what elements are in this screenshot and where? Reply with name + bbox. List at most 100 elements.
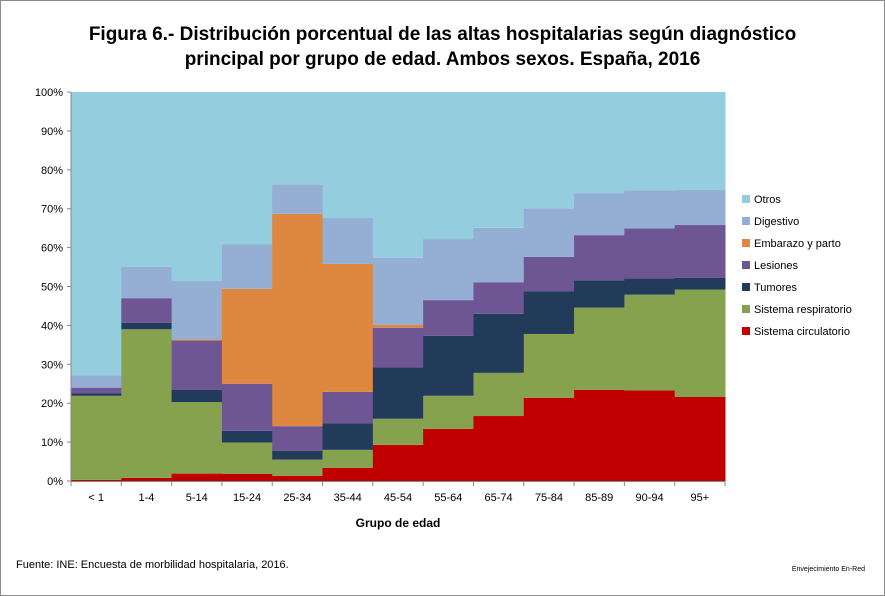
x-tick-label: 1-4 xyxy=(139,492,155,504)
legend-label-digestivo: Digestivo xyxy=(754,216,799,228)
bar-segment-tumores-95 xyxy=(674,277,726,290)
legend-swatch-lesiones xyxy=(742,261,750,269)
bar-segment-lesiones-55-64 xyxy=(423,300,474,336)
legend-swatch-embarazo-y-parto xyxy=(742,239,750,247)
bar-segment-tumores-15-24 xyxy=(221,430,273,443)
chart-title-line-1: Figura 6.- Distribución porcentual de la… xyxy=(88,24,797,45)
bar-segment-tumores-25-34 xyxy=(272,450,324,460)
x-tick-label: < 1 xyxy=(88,492,104,504)
bar-segment-sistema-respiratorio-45-54 xyxy=(372,418,424,445)
bar-segment-embarazo-y-parto-35-44 xyxy=(322,263,374,392)
y-tick-label: 10% xyxy=(41,437,63,449)
y-tick-label: 90% xyxy=(41,126,63,138)
bar-segment-digestivo-25-34 xyxy=(272,184,324,214)
bars-group xyxy=(71,92,726,481)
bar-segment-lesiones-45-54 xyxy=(372,327,424,368)
chart-title-line-2: principal por grupo de edad. Ambos sexos… xyxy=(184,49,701,70)
bar-segment-tumores-75-84 xyxy=(523,291,575,334)
bar-segment-digestivo-55-64 xyxy=(423,239,474,301)
bar-segment-sistema-circulatorio-75-84 xyxy=(523,397,575,481)
bar-segment-lesiones-1 xyxy=(71,387,122,394)
bar-segment-sistema-respiratorio-35-44 xyxy=(322,449,374,468)
bar-segment-lesiones-75-84 xyxy=(523,256,575,292)
bar-segment-sistema-respiratorio-55-64 xyxy=(423,395,474,429)
bar-segment-sistema-respiratorio-65-74 xyxy=(473,372,525,417)
x-tick-label: 55-64 xyxy=(434,492,462,504)
bar-segment-lesiones-5-14 xyxy=(171,340,223,390)
bar-segment-embarazo-y-parto-15-24 xyxy=(221,288,273,384)
chart-title: Figura 6.- Distribución porcentual de la… xyxy=(0,22,885,72)
x-tick-label: 85-89 xyxy=(585,492,613,504)
bar-segment-otros-25-34 xyxy=(272,92,324,185)
bar-segment-lesiones-35-44 xyxy=(322,391,374,424)
legend: Otros Digestivo Embarazo y parto Lesiones Tu… xyxy=(742,194,852,338)
bar-segment-sistema-circulatorio-95 xyxy=(674,396,726,481)
bar-segment-tumores-85-89 xyxy=(574,280,625,308)
bar-segment-otros-55-64 xyxy=(423,92,474,240)
legend-label-lesiones: Lesiones xyxy=(754,260,799,272)
bar-segment-otros-45-54 xyxy=(372,92,424,258)
bar-segment-tumores-45-54 xyxy=(372,367,424,419)
bar-segment-sistema-respiratorio-25-34 xyxy=(272,459,324,476)
bar-segment-tumores-65-74 xyxy=(473,313,525,373)
x-tick-labels: < 1 1-4 5-14 15-24 25-34 35-44 45-54 55-64 65-74… xyxy=(88,492,709,504)
bar-segment-digestivo-45-54 xyxy=(372,257,424,326)
bar-segment-lesiones-85-89 xyxy=(574,235,625,281)
bar-segment-sistema-respiratorio-75-84 xyxy=(523,333,575,398)
bar-segment-embarazo-y-parto-5-14 xyxy=(171,339,223,341)
legend-label-sistema-respiratorio: Sistema respiratorio xyxy=(754,304,852,316)
y-tick-label: 40% xyxy=(41,320,63,332)
bar-segment-sistema-respiratorio-1-4 xyxy=(121,329,173,478)
bar-segment-tumores-5-14 xyxy=(171,389,223,403)
bar-segment-sistema-respiratorio-1 xyxy=(71,395,122,480)
bar-segment-lesiones-25-34 xyxy=(272,426,324,451)
bar-segment-otros-65-74 xyxy=(473,92,525,228)
bar-segment-sistema-circulatorio-5-14 xyxy=(171,473,223,481)
x-tick-label: 15-24 xyxy=(233,492,261,504)
bar-segment-tumores-90-94 xyxy=(624,278,676,295)
y-tick-label: 30% xyxy=(41,359,63,371)
bar-segment-otros-85-89 xyxy=(574,92,625,194)
x-tick-label: 5-14 xyxy=(186,492,208,504)
legend-label-otros: Otros xyxy=(754,194,781,206)
bar-segment-lesiones-15-24 xyxy=(221,383,273,431)
bar-segment-sistema-circulatorio-65-74 xyxy=(473,416,525,481)
bar-segment-sistema-circulatorio-1-4 xyxy=(121,477,173,481)
bar-segment-sistema-circulatorio-25-34 xyxy=(272,475,324,481)
bar-segment-digestivo-35-44 xyxy=(322,218,374,264)
bar-segment-tumores-1 xyxy=(71,393,122,396)
x-tick-label: 65-74 xyxy=(485,492,513,504)
bar-segment-sistema-circulatorio-85-89 xyxy=(574,389,625,481)
x-tick-label: 45-54 xyxy=(384,492,412,504)
x-tick-label: 90-94 xyxy=(635,492,663,504)
credit-note: Envejecimiento En-Red xyxy=(791,566,865,573)
bar-segment-digestivo-75-84 xyxy=(523,208,575,257)
bar-segment-otros-35-44 xyxy=(322,92,374,219)
bar-segment-otros-1-4 xyxy=(121,92,173,267)
bar-segment-otros-15-24 xyxy=(221,92,273,245)
bar-segment-digestivo-1 xyxy=(71,375,122,388)
legend-label-sistema-circulatorio: Sistema circulatorio xyxy=(754,326,850,338)
bar-segment-digestivo-1-4 xyxy=(121,266,173,299)
bar-segment-tumores-35-44 xyxy=(322,423,374,450)
bar-segment-sistema-respiratorio-5-14 xyxy=(171,402,223,474)
bar-segment-sistema-circulatorio-15-24 xyxy=(221,473,273,481)
bar-segment-otros-95 xyxy=(674,92,726,191)
legend-label-tumores: Tumores xyxy=(754,282,797,294)
bar-segment-tumores-1-4 xyxy=(121,322,173,330)
bar-segment-sistema-circulatorio-1 xyxy=(71,479,122,481)
bar-segment-otros-1 xyxy=(71,92,122,376)
axes-group xyxy=(67,91,726,486)
y-tick-label: 60% xyxy=(41,243,63,255)
bar-segment-lesiones-90-94 xyxy=(624,228,676,279)
y-tick-label: 50% xyxy=(41,282,63,294)
legend-swatch-digestivo xyxy=(742,217,750,225)
bar-segment-sistema-respiratorio-95 xyxy=(674,289,726,397)
x-tick-label: 95+ xyxy=(691,492,710,504)
bar-segment-otros-90-94 xyxy=(624,92,676,191)
bar-segment-digestivo-90-94 xyxy=(624,190,676,229)
bar-segment-sistema-circulatorio-55-64 xyxy=(423,428,474,481)
x-tick-label: 35-44 xyxy=(334,492,362,504)
bar-segment-embarazo-y-parto-45-54 xyxy=(372,325,424,328)
